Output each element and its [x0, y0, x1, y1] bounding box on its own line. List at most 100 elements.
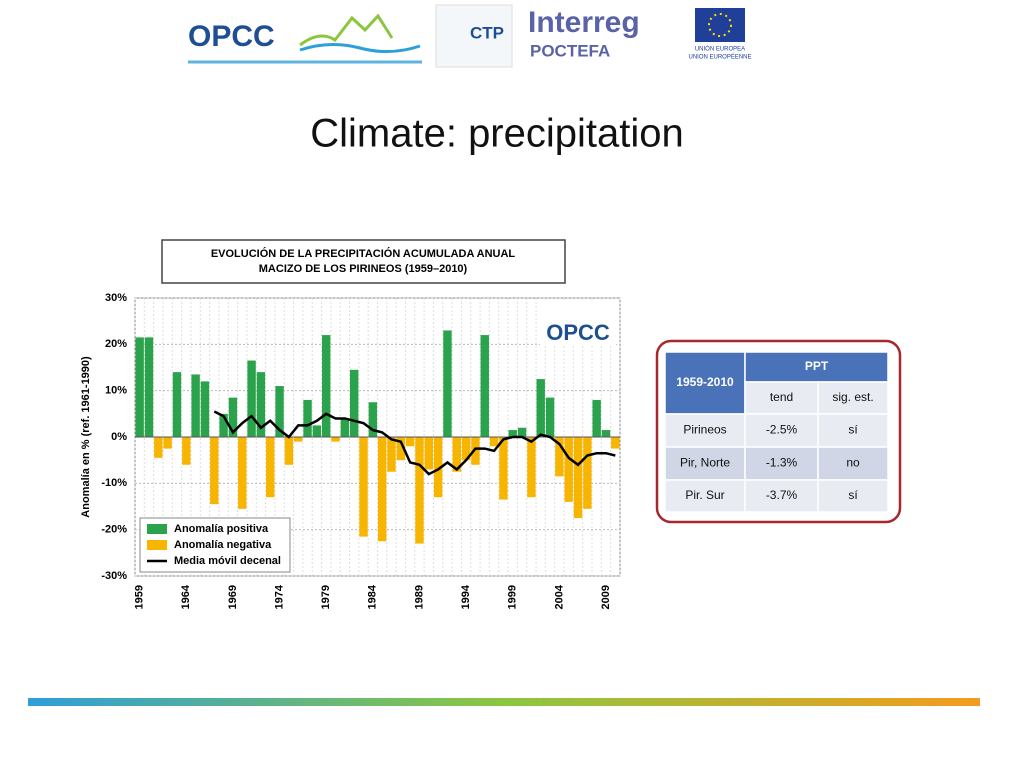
bar	[135, 337, 144, 437]
bar	[387, 437, 396, 472]
bar	[415, 437, 424, 544]
x-tick-label: 1994	[460, 584, 472, 609]
bar	[396, 437, 406, 461]
slide-title: Climate: precipitation	[310, 112, 684, 156]
eu-stars	[708, 13, 732, 37]
bar	[611, 437, 620, 449]
plot: -30% -20% -10% 0% 10% 20% 30% OPCC 1959 1964 1969 1…	[101, 292, 621, 609]
bar	[191, 374, 200, 437]
table-text: Pir. Sur	[685, 488, 724, 502]
bar	[266, 437, 275, 498]
bar	[573, 437, 583, 519]
bar	[471, 437, 480, 465]
bar	[331, 437, 340, 442]
x-tick-label: 1969	[227, 585, 239, 609]
bar	[405, 437, 415, 447]
bar	[340, 418, 350, 437]
table-text: no	[846, 456, 860, 470]
bar	[228, 397, 238, 437]
table-text: tend	[770, 390, 793, 404]
legend-label: Media móvil decenal	[174, 555, 281, 567]
bar	[294, 437, 303, 442]
bar	[443, 330, 452, 437]
logo-opcc: OPCC	[188, 20, 275, 53]
table-text: sí	[848, 488, 858, 502]
x-tick-label: 2004	[553, 584, 565, 609]
x-tick-label: 1959	[134, 585, 146, 609]
bar	[601, 430, 611, 437]
bar	[368, 402, 378, 437]
table-text: Pirineos	[683, 423, 726, 437]
bar	[564, 437, 573, 502]
table-cell	[817, 413, 889, 448]
eu-text: UNIÓN EUROPEA	[695, 46, 745, 53]
bar	[312, 425, 322, 437]
bar	[284, 437, 294, 465]
bar	[182, 437, 191, 465]
y-tick-label: -20%	[101, 524, 127, 536]
table-cell	[744, 479, 819, 513]
bar	[210, 437, 219, 505]
bar	[322, 335, 331, 437]
logo-wave	[299, 43, 421, 53]
bar	[527, 437, 536, 498]
legend-swatch	[147, 540, 167, 550]
bar	[219, 413, 228, 437]
table-text: 1959-2010	[676, 375, 734, 389]
table-cell	[664, 446, 746, 481]
logo-interreg: Interreg	[528, 6, 640, 39]
table-cell	[817, 381, 889, 415]
x-tick-label: 2009	[600, 585, 612, 609]
table-text: -3.7%	[766, 488, 798, 502]
x-tick-label: 1984	[367, 584, 379, 609]
chart-title: EVOLUCIÓN DE LA PRECIPITACIÓN ACUMULADA …	[211, 247, 516, 260]
y-tick-label: 20%	[105, 338, 127, 350]
bar	[555, 437, 564, 477]
y-tick-label: 30%	[105, 292, 127, 304]
table-cell	[744, 446, 819, 481]
table-cell	[664, 479, 746, 513]
bar	[545, 397, 555, 437]
bar	[433, 437, 443, 498]
bar	[461, 437, 471, 461]
bar	[536, 379, 545, 437]
bar	[172, 372, 182, 437]
bar	[349, 369, 359, 437]
watermark-box	[540, 302, 616, 346]
y-tick-label: -30%	[101, 570, 127, 582]
y-tick-label: 0%	[111, 431, 127, 443]
bar	[238, 437, 247, 509]
bar	[517, 427, 527, 437]
table-text: -1.3%	[766, 456, 798, 470]
bar	[163, 437, 172, 449]
bar	[508, 430, 517, 437]
table-cell	[664, 351, 746, 415]
x-tick-label: 1979	[320, 585, 332, 609]
y-axis-label: Anomalía en % (ref. 1961-1990)	[80, 356, 92, 518]
table-text: Pir, Norte	[680, 456, 730, 470]
x-tick-label: 1964	[180, 584, 192, 609]
table-text: -2.5%	[766, 423, 798, 437]
table-text: PPT	[805, 359, 829, 373]
bar	[144, 337, 154, 437]
bar	[452, 437, 461, 472]
bar	[480, 335, 489, 437]
table: 1959-2010 PPT tend sig. est. Pirineos -2.5% sí…	[664, 351, 889, 513]
legend-label: Anomalía negativa	[174, 539, 272, 551]
logo-ctp: CTP	[470, 23, 504, 42]
watermark: OPCC	[546, 320, 610, 345]
bar	[499, 437, 508, 500]
bar	[583, 437, 592, 509]
bar	[592, 399, 601, 437]
logo-poctefa: POCTEFA	[530, 41, 610, 60]
bar	[359, 437, 368, 537]
logo-ctp-box	[435, 4, 513, 68]
table-cell	[744, 381, 819, 415]
eu-text: UNION EUROPÉENNE	[688, 54, 751, 61]
chart-title-box	[161, 239, 566, 284]
y-tick-label: 10%	[105, 385, 127, 397]
logo-mountain	[299, 13, 394, 47]
bar	[377, 437, 387, 542]
